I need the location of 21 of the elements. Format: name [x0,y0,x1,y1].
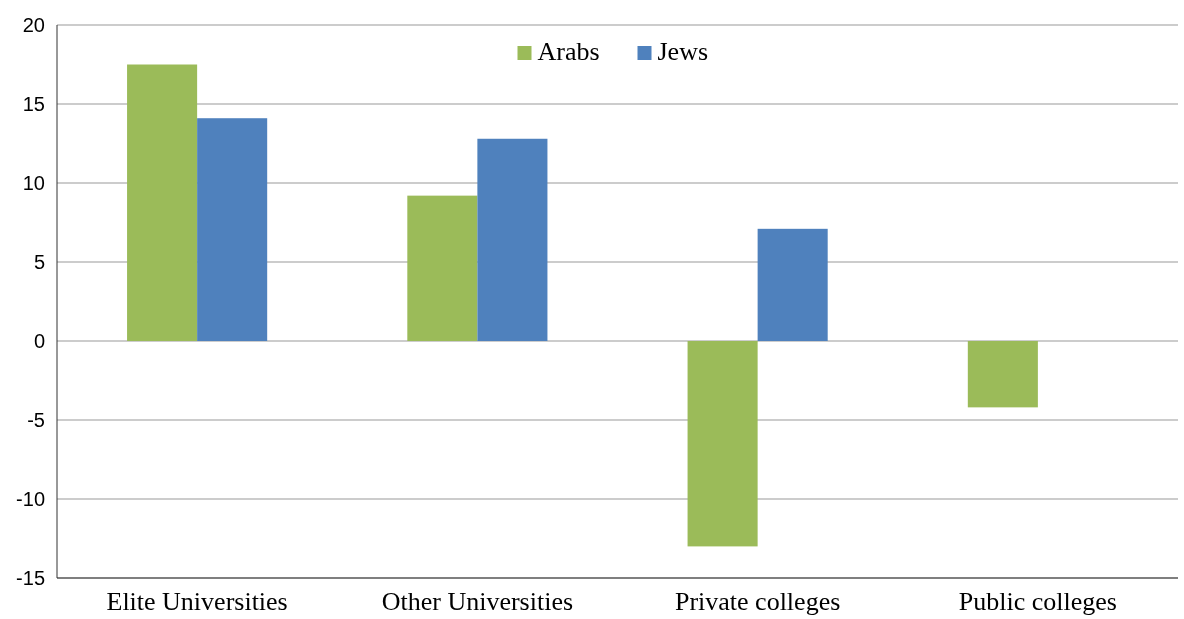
y-tick-label: -5 [27,409,45,431]
bar [127,64,198,341]
bar [407,195,478,341]
y-tick-label: -15 [16,567,45,589]
bar [477,138,548,341]
y-tick-label: 0 [33,330,45,352]
x-tick-label: Other Universities [381,587,574,616]
x-tick-label: Elite Universities [106,587,288,616]
y-tick-label: 20 [22,14,45,36]
bar [687,341,758,547]
y-tick-label: 5 [33,251,45,273]
y-tick-label: 15 [22,93,45,115]
legend-label: Arabs [537,37,600,66]
y-tick-label: -10 [16,488,45,510]
x-tick-label: Private colleges [674,587,841,616]
x-tick-label: Public colleges [958,587,1117,616]
y-tick-label: 10 [22,172,45,194]
legend-label: Jews [657,37,709,66]
bar [967,341,1038,408]
bar [197,118,268,341]
bar [757,228,828,341]
